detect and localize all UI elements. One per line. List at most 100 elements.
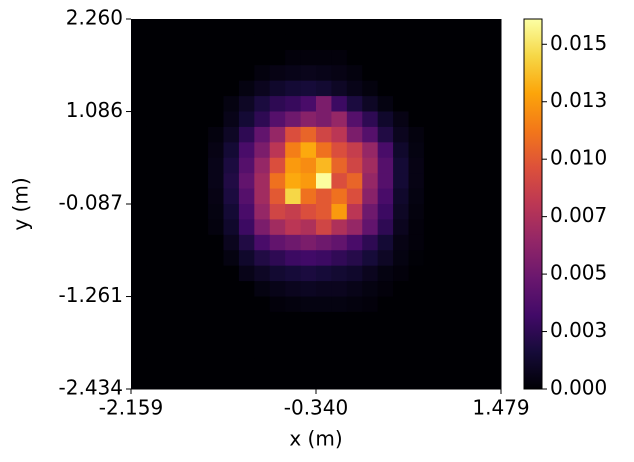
heatmap-cell <box>393 34 409 51</box>
heatmap-cell <box>300 281 317 297</box>
heatmap-cell <box>161 281 178 297</box>
heatmap-cell <box>223 281 240 297</box>
heatmap-cell <box>377 173 394 190</box>
heatmap-cell <box>454 234 471 251</box>
heatmap-cell <box>346 342 363 359</box>
heatmap-cell <box>454 111 471 128</box>
heatmap-cell <box>485 296 502 313</box>
heatmap-cell <box>223 311 240 328</box>
heatmap-cell <box>269 327 286 344</box>
heatmap-cell <box>439 265 456 282</box>
heatmap-cell <box>316 358 332 375</box>
heatmap-cell <box>439 219 456 236</box>
heatmap-cell <box>146 111 163 128</box>
heatmap-cell <box>146 188 163 205</box>
heatmap-cell <box>208 188 224 205</box>
heatmap-cell <box>470 358 487 375</box>
heatmap-cell <box>146 342 163 359</box>
heatmap-cell <box>208 96 224 112</box>
heatmap-cell <box>254 250 271 267</box>
heatmap-cell <box>192 173 209 190</box>
heatmap-cell <box>254 173 271 190</box>
heatmap-cell <box>254 358 271 375</box>
heatmap-cell <box>362 111 379 128</box>
heatmap-cell <box>285 157 302 174</box>
heatmap-cell <box>177 342 194 359</box>
heatmap-cell <box>208 373 224 390</box>
heatmap-cell <box>208 65 224 82</box>
heatmap-cell <box>423 373 440 390</box>
heatmap-cell <box>485 234 502 251</box>
heatmap-cell <box>454 250 471 267</box>
heatmap-cell <box>300 265 317 282</box>
heatmap-cell <box>423 19 440 35</box>
heatmap-cell <box>346 173 363 190</box>
heatmap-cell <box>423 327 440 344</box>
heatmap-cell <box>254 34 271 51</box>
heatmap-cell <box>470 126 487 143</box>
heatmap-cell <box>485 34 502 51</box>
heatmap-cell <box>192 126 209 143</box>
heatmap-cell <box>423 296 440 313</box>
heatmap-cell <box>269 157 286 174</box>
heatmap-cell <box>485 281 502 297</box>
heatmap-cell <box>269 342 286 359</box>
heatmap-cell <box>316 173 332 190</box>
heatmap-cell <box>131 204 147 220</box>
heatmap-cell <box>131 111 147 128</box>
heatmap-cell <box>377 358 394 375</box>
heatmap-cell <box>408 49 425 66</box>
heatmap-cell <box>223 358 240 375</box>
heatmap-cell <box>408 265 425 282</box>
heatmap-cell <box>331 296 348 313</box>
heatmap-cell <box>485 80 502 97</box>
heatmap-cell <box>238 296 255 313</box>
heatmap-cell <box>316 311 332 328</box>
heatmap-cell <box>454 96 471 112</box>
heatmap-cell <box>331 173 348 190</box>
heatmap-cell <box>192 296 209 313</box>
heatmap-cell <box>177 80 194 97</box>
heatmap-cell <box>393 373 409 390</box>
heatmap-cell <box>223 34 240 51</box>
heatmap-cell <box>131 342 147 359</box>
heatmap-cell <box>439 142 456 159</box>
heatmap-cell <box>131 358 147 375</box>
heatmap-cell <box>454 373 471 390</box>
heatmap-cell <box>192 80 209 97</box>
heatmap-cell <box>346 111 363 128</box>
heatmap-cell <box>131 327 147 344</box>
heatmap-cell <box>377 188 394 205</box>
heatmap-cell <box>131 19 147 35</box>
heatmap-cell <box>131 157 147 174</box>
heatmap-cell <box>131 80 147 97</box>
heatmap-cell <box>269 188 286 205</box>
heatmap-cell <box>192 250 209 267</box>
heatmap-cell <box>131 281 147 297</box>
heatmap-cell <box>177 34 194 51</box>
heatmap-cell <box>485 358 502 375</box>
heatmap-cell <box>439 96 456 112</box>
heatmap-cell <box>269 96 286 112</box>
heatmap-cell <box>454 80 471 97</box>
heatmap-cell <box>285 65 302 82</box>
heatmap-cell <box>485 342 502 359</box>
x-tick-label: -0.340 <box>284 396 348 420</box>
heatmap-cell <box>161 204 178 220</box>
heatmap-cell <box>238 250 255 267</box>
heatmap-cell <box>346 358 363 375</box>
heatmap-cell <box>408 65 425 82</box>
heatmap-cell <box>454 126 471 143</box>
heatmap-cell <box>470 311 487 328</box>
heatmap-cell <box>346 204 363 220</box>
heatmap-cell <box>146 173 163 190</box>
x-axis-label: x (m) <box>289 427 342 451</box>
heatmap-cell <box>254 234 271 251</box>
heatmap-cell <box>423 219 440 236</box>
heatmap-cell <box>362 126 379 143</box>
heatmap-cell <box>408 234 425 251</box>
heatmap-cell <box>269 65 286 82</box>
heatmap-cell <box>254 111 271 128</box>
heatmap-cell <box>177 126 194 143</box>
heatmap-cell <box>254 49 271 66</box>
